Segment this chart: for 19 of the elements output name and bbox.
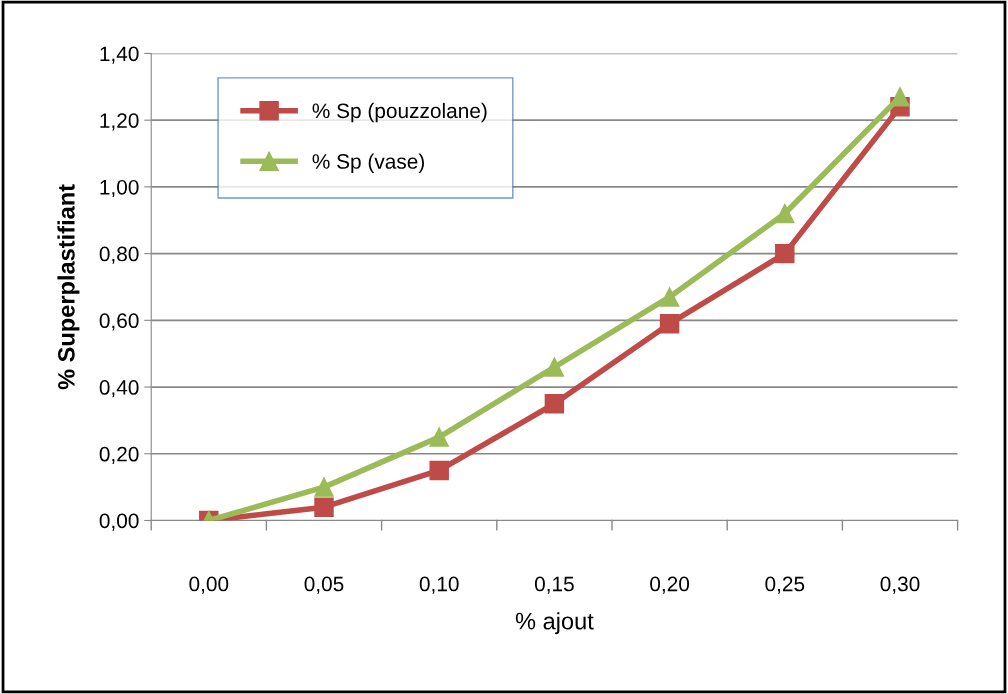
y-tick-label: 1,20 <box>100 113 139 131</box>
x-axis-title: % ajout <box>515 612 594 635</box>
y-tick-label: 0,00 <box>99 513 139 531</box>
y-tick-label: 1,40 <box>100 46 139 64</box>
y-tick-label: 0,40 <box>99 380 139 398</box>
x-tick-label: 0,00 <box>189 576 229 594</box>
x-tick-label: 0,05 <box>304 576 344 594</box>
y-tick-label: 0,60 <box>99 313 139 331</box>
x-tick-label: 0,15 <box>534 576 574 594</box>
legend-label: % Sp (vase) <box>312 153 424 173</box>
y-axis-title: % Superplastifiant <box>57 184 80 390</box>
y-tick-label: 1,00 <box>100 179 139 198</box>
x-tick-label: 0,10 <box>419 576 459 594</box>
legend-label: % Sp (pouzzolane) <box>312 102 487 123</box>
y-tick-label: 0,20 <box>99 446 139 464</box>
x-tick-label: 0,30 <box>880 576 920 594</box>
x-tick-label: 0,25 <box>765 576 805 594</box>
y-tick-label: 0,80 <box>99 246 139 264</box>
x-tick-label: 0,20 <box>650 576 690 594</box>
